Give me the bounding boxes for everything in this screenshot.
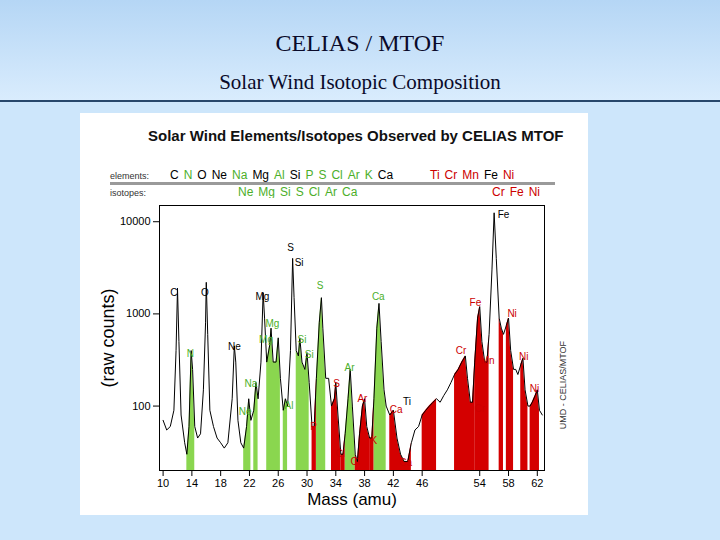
svg-text:54: 54 [474, 477, 486, 489]
svg-text:Al: Al [285, 400, 294, 411]
html-text:Cr Fe Ni: Cr Fe Ni [492, 185, 540, 199]
svg-text:34: 34 [330, 477, 342, 489]
html-text:Ti Cr Mn Fe Ni: Ti Cr Mn Fe Ni [430, 168, 515, 182]
html-text:Ne Mg: Ne Mg [238, 185, 275, 199]
svg-text:100: 100 [132, 400, 150, 412]
html-text:Ar: Ar [325, 185, 337, 199]
html-text:CELIAS / MTOF: CELIAS / MTOF [275, 30, 445, 56]
svg-text:Ar: Ar [344, 362, 355, 373]
svg-text:58: 58 [502, 477, 514, 489]
svg-text:26: 26 [272, 477, 284, 489]
svg-text:Cl: Cl [335, 448, 344, 459]
svg-text:46: 46 [416, 477, 428, 489]
svg-text:Ni: Ni [519, 351, 528, 362]
svg-text:C: C [170, 287, 177, 298]
svg-text:Ni: Ni [507, 308, 516, 319]
svg-text:30: 30 [301, 477, 313, 489]
svg-text:Mn: Mn [481, 355, 495, 366]
svg-text:K: K [371, 435, 378, 446]
svg-text:Si: Si [295, 257, 304, 268]
svg-text:Mass (amu): Mass (amu) [307, 490, 397, 509]
svg-text:62: 62 [531, 477, 543, 489]
svg-text:Ne: Ne [239, 406, 252, 417]
html-text:Solar Wind Isotopic Compositio: Solar Wind Isotopic Composition [219, 70, 501, 94]
svg-text:Ni: Ni [530, 383, 539, 394]
html-text:Ca: Ca [342, 185, 358, 199]
svg-text:(raw counts): (raw counts) [98, 288, 118, 387]
svg-text:42: 42 [387, 477, 399, 489]
svg-text:Cr: Cr [456, 345, 467, 356]
html-text:isotopes:: isotopes: [110, 188, 146, 198]
svg-text:Ca: Ca [390, 404, 403, 415]
svg-text:38: 38 [358, 477, 370, 489]
svg-text:Cl: Cl [351, 456, 360, 467]
html-text:Na Mg: Na Mg [232, 168, 269, 182]
svg-text:S: S [317, 280, 324, 291]
svg-text:10: 10 [157, 477, 169, 489]
svg-text:Ti: Ti [403, 396, 411, 407]
svg-text:Ar: Ar [357, 393, 368, 404]
svg-text:S: S [287, 242, 294, 253]
svg-text:22: 22 [243, 477, 255, 489]
svg-text:Mg: Mg [259, 334, 273, 345]
html-text:Al Si P S Cl Ar K Ca: Al Si P S Cl Ar K Ca [274, 168, 394, 182]
svg-text:S: S [333, 378, 340, 389]
svg-text:1000: 1000 [126, 307, 150, 319]
svg-text:Si: Si [305, 349, 314, 360]
svg-text:14: 14 [186, 477, 198, 489]
svg-text:Na: Na [244, 378, 257, 389]
svg-text:N: N [187, 348, 194, 359]
html-text:C N O Ne: C N O Ne [170, 168, 227, 182]
html-text:Solar Wind Elements/Isotopes O: Solar Wind Elements/Isotopes Observed by… [148, 127, 564, 144]
svg-text:O: O [201, 287, 209, 298]
svg-text:Mg: Mg [266, 318, 280, 329]
html-text:elements:: elements: [110, 171, 149, 181]
svg-text:Fe: Fe [470, 297, 482, 308]
svg-text:Cr: Cr [474, 403, 485, 414]
svg-text:Ca: Ca [399, 457, 412, 468]
svg-text:Si: Si [298, 334, 307, 345]
svg-text:18: 18 [215, 477, 227, 489]
svg-text:P: P [310, 421, 317, 432]
html-text:UMD - CELIAS/MTOF: UMD - CELIAS/MTOF [558, 341, 568, 430]
svg-text:Ne: Ne [228, 341, 241, 352]
svg-text:Ca: Ca [372, 291, 385, 302]
svg-text:10000: 10000 [120, 215, 151, 227]
html-text:Si S Cl: Si S Cl [280, 185, 320, 199]
svg-text:Fe: Fe [498, 209, 510, 220]
svg-text:Mg: Mg [255, 291, 269, 302]
